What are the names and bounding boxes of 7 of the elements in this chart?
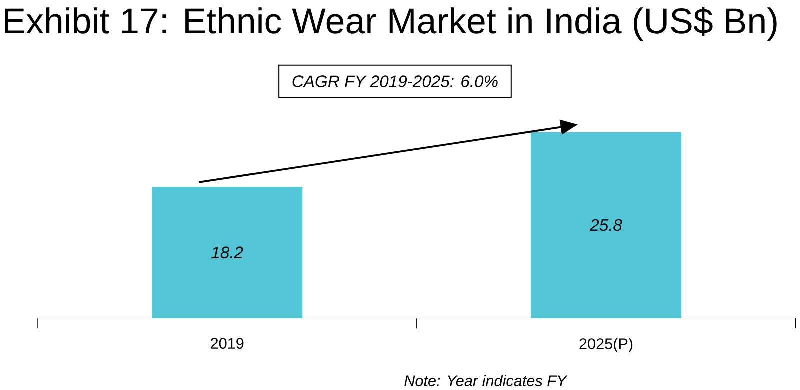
data-label: 25.8 (590, 219, 622, 231)
chart-title: Exhibit 17: Ethnic Wear Market in India (US$ Bn) (5, 6, 777, 41)
text: CAGR FY 2019-2025: 6.0% (292, 75, 498, 88)
text: Note: Year indicates FY (404, 374, 568, 386)
x-tick-label: 2019 (211, 338, 244, 349)
data-label: 18.2 (212, 246, 244, 258)
x-tick-label: 2025(P) (580, 338, 633, 352)
